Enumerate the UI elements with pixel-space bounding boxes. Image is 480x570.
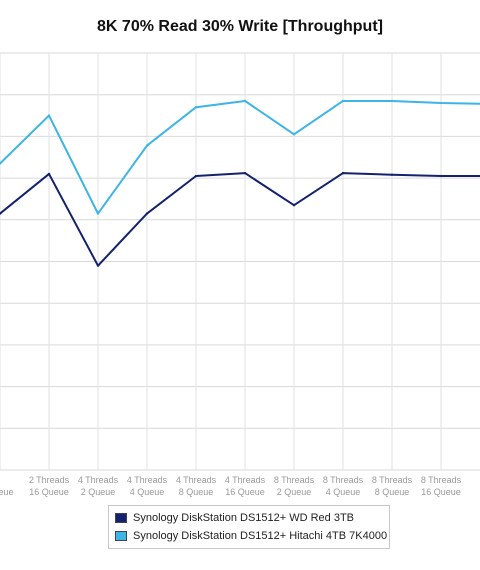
series-1-point <box>390 99 394 103</box>
grid-lines <box>0 52 480 471</box>
series-0-point <box>145 212 149 215</box>
line-chart: Queue 2 Threads 16 Queue 4 Threads 2 Queue 4 … <box>0 52 480 497</box>
series-0-point <box>439 174 443 178</box>
x-tick-label: 8 Threads <box>372 475 413 485</box>
series-1-point <box>0 162 2 165</box>
series-1-point <box>194 106 198 109</box>
x-tick-label: 8 Threads <box>421 475 462 485</box>
x-tick-label: 4 Queue <box>326 487 361 497</box>
x-tick-label: 4 Threads <box>176 475 217 485</box>
series-0-point <box>0 212 2 215</box>
x-tick-label: 8 Queue <box>179 487 214 497</box>
series-lines <box>0 99 480 267</box>
series-1-point <box>292 133 296 136</box>
legend: Synology DiskStation DS1512+ WD Red 3TB … <box>108 505 390 549</box>
series-1-point <box>145 144 149 147</box>
x-tick-label: 4 Queue <box>130 487 165 497</box>
series-1-point <box>243 99 247 103</box>
x-tick-label: 8 Threads <box>274 475 315 485</box>
x-tick-label: 8 Queue <box>375 487 410 497</box>
x-tick-label: 16 Queue <box>225 487 265 497</box>
series-0-point <box>390 173 394 176</box>
series-0-point <box>292 204 296 207</box>
legend-swatch-hitachi <box>115 531 127 541</box>
series-0-point <box>96 264 100 267</box>
legend-label-hitachi: Synology DiskStation DS1512+ Hitachi 4TB… <box>133 530 388 542</box>
series-1-point <box>47 114 51 117</box>
legend-label-wd-red: Synology DiskStation DS1512+ WD Red 3TB <box>133 512 355 524</box>
x-tick-label: 2 Queue <box>277 487 312 497</box>
x-tick-label: 8 Threads <box>323 475 364 485</box>
legend-item-hitachi: Synology DiskStation DS1512+ Hitachi 4TB… <box>115 529 387 543</box>
legend-item-wd-red: Synology DiskStation DS1512+ WD Red 3TB <box>115 511 354 525</box>
series-line-1 <box>0 99 480 215</box>
series-1-point <box>439 101 443 105</box>
series-0-point <box>194 174 198 178</box>
series-0-point <box>47 172 51 176</box>
legend-swatch-wd-red <box>115 513 127 523</box>
x-tick-label: 4 Threads <box>78 475 119 485</box>
x-axis-tick-labels: Queue 2 Threads 16 Queue 4 Threads 2 Queue 4 … <box>0 475 462 497</box>
series-0-point <box>243 171 247 175</box>
x-tick-label: 4 Threads <box>225 475 266 485</box>
x-tick-label: 2 Queue <box>81 487 116 497</box>
x-tick-label: 2 Threads <box>29 475 70 485</box>
x-tick-label: 16 Queue <box>421 487 461 497</box>
chart-title: 8K 70% Read 30% Write [Throughput] <box>97 18 383 35</box>
x-tick-label: Queue <box>0 487 14 497</box>
x-tick-label: 4 Threads <box>127 475 168 485</box>
series-1-point <box>96 212 100 215</box>
series-1-point <box>341 99 345 103</box>
series-0-point <box>341 171 345 175</box>
x-tick-label: 16 Queue <box>29 487 69 497</box>
